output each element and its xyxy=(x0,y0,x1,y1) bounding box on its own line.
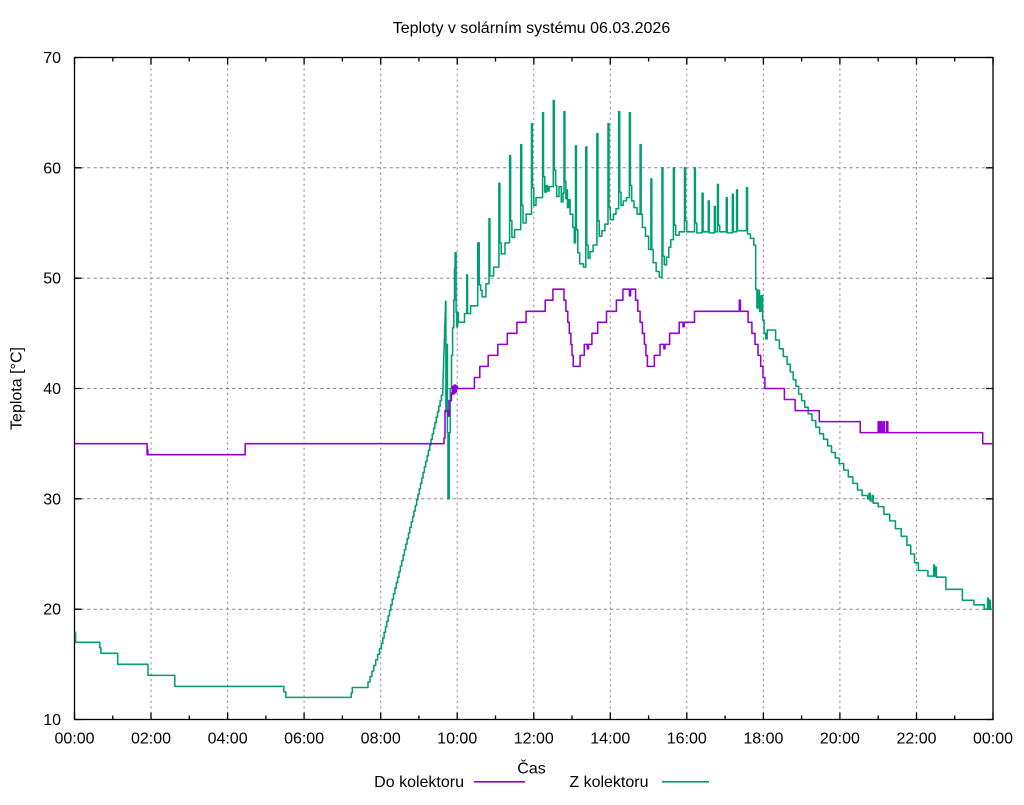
svg-text:04:00: 04:00 xyxy=(208,731,248,748)
svg-text:20: 20 xyxy=(43,602,61,619)
svg-text:10:00: 10:00 xyxy=(437,731,477,748)
svg-text:Čas: Čas xyxy=(517,759,545,778)
svg-text:18:00: 18:00 xyxy=(743,731,783,748)
svg-text:08:00: 08:00 xyxy=(361,731,401,748)
svg-text:Teplota [°C]: Teplota [°C] xyxy=(9,347,26,430)
svg-text:40: 40 xyxy=(43,381,61,398)
svg-text:00:00: 00:00 xyxy=(54,731,94,748)
svg-text:10: 10 xyxy=(43,712,61,729)
svg-text:60: 60 xyxy=(43,160,61,177)
svg-text:Teploty v solárním systému 06.: Teploty v solárním systému 06.03.2026 xyxy=(393,20,671,37)
svg-text:70: 70 xyxy=(43,50,61,67)
svg-text:00:00: 00:00 xyxy=(973,731,1013,748)
svg-text:Do kolektoru: Do kolektoru xyxy=(374,774,464,791)
svg-text:22:00: 22:00 xyxy=(896,731,936,748)
svg-text:14:00: 14:00 xyxy=(590,731,630,748)
svg-text:06:00: 06:00 xyxy=(284,731,324,748)
svg-text:02:00: 02:00 xyxy=(131,731,171,748)
svg-text:50: 50 xyxy=(43,271,61,288)
svg-text:30: 30 xyxy=(43,491,61,508)
svg-text:Z kolektoru: Z kolektoru xyxy=(569,774,648,791)
svg-text:12:00: 12:00 xyxy=(514,731,554,748)
svg-text:20:00: 20:00 xyxy=(820,731,860,748)
svg-text:16:00: 16:00 xyxy=(667,731,707,748)
